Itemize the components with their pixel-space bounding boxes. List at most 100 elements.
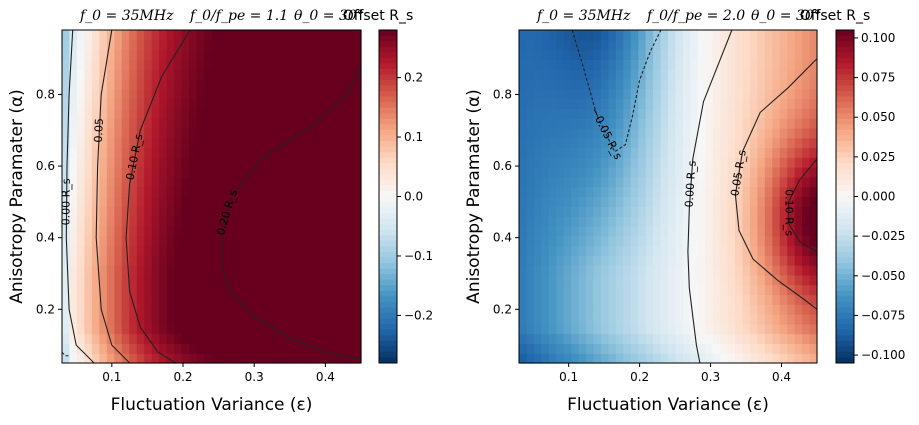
heatmap-cell — [764, 265, 773, 276]
heatmap-cell — [682, 176, 691, 188]
colorbar-segment — [836, 224, 854, 231]
heatmap-cell — [794, 78, 803, 90]
heatmap-cell — [802, 98, 811, 109]
heatmap-cell — [129, 323, 138, 335]
colorbar-segment — [836, 301, 854, 308]
heatmap-cell — [809, 59, 818, 70]
heatmap-cell — [129, 118, 138, 129]
heatmap-cell — [99, 323, 108, 335]
heatmap-cell — [802, 265, 811, 276]
heatmap-cell — [166, 333, 175, 345]
heatmap-cell — [151, 284, 160, 296]
heatmap-cell — [248, 274, 257, 286]
heatmap-cell — [353, 196, 362, 207]
heatmap-cell — [653, 304, 662, 315]
heatmap-cell — [645, 323, 654, 335]
heatmap-cell — [519, 78, 528, 90]
heatmap-cell — [802, 49, 811, 60]
heatmap-cell — [84, 78, 93, 90]
heatmap-cell — [720, 196, 729, 207]
heatmap-cell — [630, 137, 639, 149]
heatmap-cell — [735, 284, 744, 296]
heatmap-cell — [204, 274, 213, 286]
heatmap-cell — [196, 265, 205, 276]
heatmap-cell — [106, 216, 115, 227]
heatmap-cell — [196, 167, 205, 178]
heatmap-cell — [114, 98, 123, 109]
colorbar-segment — [379, 268, 397, 275]
heatmap-cell — [675, 245, 684, 256]
heatmap-cell — [757, 353, 766, 364]
heatmap-cell — [278, 147, 287, 158]
colorbar-segment — [379, 301, 397, 308]
heatmap-cell — [301, 225, 310, 237]
heatmap-cell — [316, 333, 325, 345]
heatmap-cell — [623, 235, 632, 247]
heatmap-cell — [600, 206, 609, 217]
heatmap-cell — [548, 69, 557, 80]
heatmap-cell — [779, 59, 788, 70]
heatmap-cell — [76, 186, 86, 198]
colorbar-segment — [379, 74, 397, 81]
heatmap-cell — [286, 294, 295, 305]
heatmap-cell — [256, 49, 265, 60]
heatmap-cell — [675, 30, 684, 41]
heatmap-cell — [346, 108, 355, 119]
colorbar-segment — [379, 129, 397, 136]
heatmap-cell — [586, 49, 595, 60]
heatmap-cell — [615, 216, 624, 227]
heatmap-cell — [690, 225, 699, 237]
heatmap-cell — [660, 333, 669, 345]
heatmap-cell — [256, 39, 265, 51]
heatmap-cell — [705, 137, 714, 149]
heatmap-cell — [271, 39, 280, 51]
heatmap-cell — [129, 284, 138, 296]
heatmap-cell — [91, 39, 100, 51]
heatmap-cell — [84, 323, 93, 335]
heatmap-cell — [519, 255, 528, 266]
heatmap-cell — [301, 157, 310, 168]
heatmap-cell — [293, 323, 302, 335]
colorbar-segment — [836, 129, 854, 136]
heatmap-cell — [690, 353, 699, 364]
heatmap-cell — [556, 147, 565, 158]
heatmap-cell — [682, 69, 691, 80]
heatmap-cell — [286, 137, 295, 149]
heatmap-cell — [668, 98, 677, 109]
colorbar-tick-label: −0.1 — [404, 249, 433, 263]
heatmap-cell — [84, 304, 93, 315]
heatmap-cell — [697, 323, 706, 335]
heatmap-cell — [241, 314, 250, 325]
heatmap-cell — [189, 265, 198, 276]
heatmap-cell — [809, 127, 818, 139]
heatmap-cell — [809, 225, 818, 237]
heatmap-cell — [62, 265, 71, 276]
heatmap-cell — [323, 39, 332, 51]
heatmap-cell — [301, 98, 310, 109]
heatmap-cell — [166, 216, 175, 227]
heatmap-cell — [263, 245, 272, 256]
heatmap-cell — [196, 98, 205, 109]
heatmap-cell — [233, 108, 242, 119]
heatmap-cell — [62, 98, 71, 109]
heatmap-cell — [256, 206, 265, 217]
heatmap-cell — [99, 333, 108, 345]
heatmap-cell — [735, 39, 744, 51]
heatmap-cell — [159, 304, 168, 315]
heatmap-cell — [218, 186, 228, 198]
heatmap-cell — [563, 206, 572, 217]
heatmap-cell — [271, 49, 280, 60]
heatmap-cell — [660, 127, 669, 139]
heatmap-cell — [593, 186, 602, 198]
heatmap-cell — [533, 88, 542, 100]
heatmap-cell — [106, 323, 115, 335]
heatmap-cell — [571, 30, 580, 41]
heatmap-cell — [519, 176, 528, 188]
heatmap-cell — [263, 225, 272, 237]
heatmap-cell — [578, 343, 587, 354]
heatmap-cell — [727, 294, 736, 305]
colorbar-segment — [379, 163, 397, 170]
heatmap-cell — [742, 274, 751, 286]
colorbar-segment — [836, 218, 854, 225]
heatmap-cell — [293, 186, 302, 198]
